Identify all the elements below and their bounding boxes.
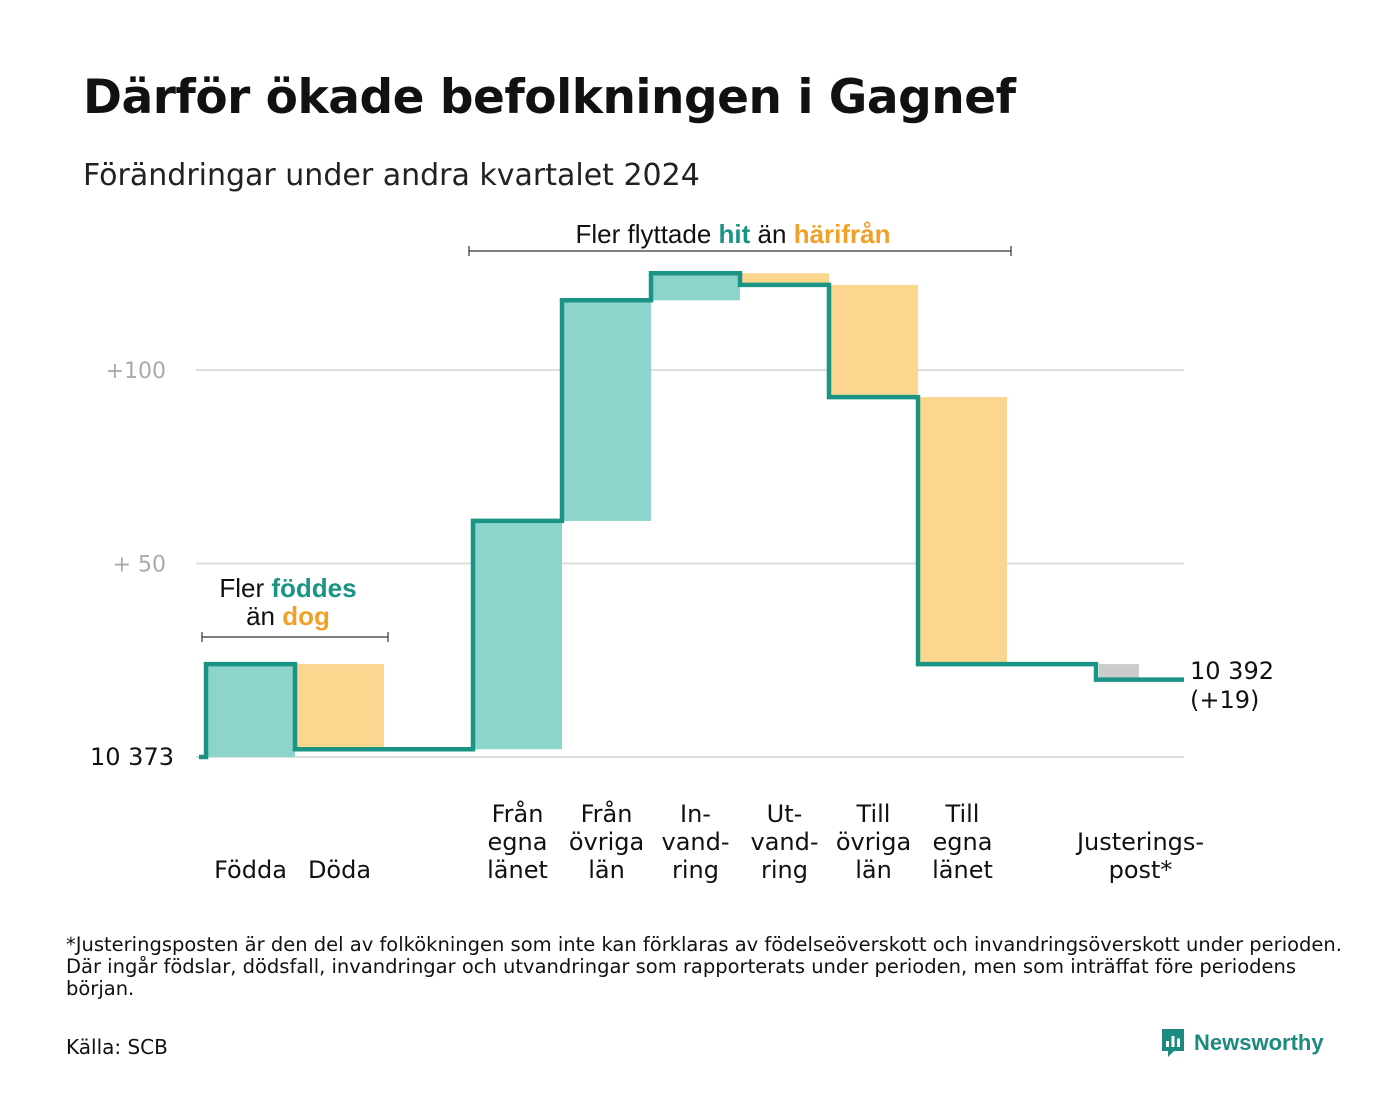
waterfall-bar xyxy=(473,520,562,750)
y-tick-label: +100 xyxy=(106,359,166,384)
moves-annotation-accent-2: härifrån xyxy=(794,219,891,249)
label-layer: Födda DödaFrånegnalänetFrånövrigalänIn-va… xyxy=(214,799,1204,884)
moves-annotation-plain-1: Fler flyttade xyxy=(575,219,718,249)
category-label: egna xyxy=(488,828,548,856)
moves-annotation-plain-2: än xyxy=(750,219,793,249)
category-label: ring xyxy=(761,856,808,884)
footnote: *Justeringsposten är den del av folkökni… xyxy=(66,933,1342,1000)
page-subtitle: Förändringar under andra kvartalet 2024 xyxy=(83,158,700,193)
waterfall-bar xyxy=(562,300,651,521)
category-label: län xyxy=(588,856,625,884)
final-change-label: (+19) xyxy=(1190,686,1259,714)
line-layer xyxy=(199,271,1184,760)
svg-text:Fler flyttade hit än härifrån: Fler flyttade hit än härifrån xyxy=(575,219,890,249)
category-label: Från xyxy=(581,799,633,828)
category-label: Ut- xyxy=(767,800,803,828)
waterfall-bar xyxy=(740,273,829,285)
births-annotation: Fler föddes än dog xyxy=(201,573,389,642)
category-label: Till xyxy=(856,800,891,828)
moves-annotation: Fler flyttade hit än härifrån xyxy=(468,219,1012,256)
category-label: ring xyxy=(672,856,719,884)
category-label: länet xyxy=(487,856,548,884)
waterfall-bar xyxy=(1099,664,1139,680)
category-label: Till xyxy=(945,800,980,828)
bar-layer xyxy=(206,273,1139,757)
moves-annotation-accent-1: hit xyxy=(719,219,751,249)
waterfall-bar xyxy=(918,397,1007,665)
category-label: In- xyxy=(680,800,711,828)
svg-text:Fler föddes: Fler föddes xyxy=(219,573,356,603)
births-annotation-plain: Fler xyxy=(219,573,271,603)
births-bracket xyxy=(201,632,389,642)
waterfall-bar xyxy=(651,273,740,301)
births-annotation-accent: föddes xyxy=(271,573,356,603)
category-label: länet xyxy=(932,856,993,884)
deaths-annotation-accent: dog xyxy=(282,601,330,631)
category-label: Döda xyxy=(308,856,371,884)
category-label: övriga xyxy=(569,828,644,856)
waterfall-bar xyxy=(295,664,384,750)
category-label: län xyxy=(855,856,892,884)
deaths-annotation-plain: än xyxy=(246,601,282,631)
category-label: vand- xyxy=(661,828,729,856)
category-label: övriga xyxy=(836,828,911,856)
source-label: Källa: SCB xyxy=(66,1035,168,1059)
category-label: Justerings- xyxy=(1075,828,1204,856)
waterfall-bar xyxy=(206,664,295,757)
category-label: egna xyxy=(933,828,993,856)
svg-text:än dog: än dog xyxy=(246,601,330,631)
category-label: Från xyxy=(492,799,544,828)
brand-name: Newsworthy xyxy=(1194,1030,1324,1055)
y-tick-label: + 50 xyxy=(113,553,166,578)
cumulative-step-line xyxy=(199,271,1184,760)
final-value-label: 10 392 xyxy=(1190,657,1274,685)
category-label: Födda xyxy=(214,856,287,884)
category-label: vand- xyxy=(750,828,818,856)
brand: Newsworthy xyxy=(1160,1027,1324,1059)
waterfall-bar xyxy=(829,284,918,398)
base-value-label: 10 373 xyxy=(90,743,174,771)
grid-layer: +100 + 50 10 373 xyxy=(90,359,1184,771)
moves-bracket xyxy=(468,246,1012,256)
page-title: Därför ökade befolkningen i Gagnef xyxy=(83,70,1016,125)
newsworthy-logo-icon xyxy=(1162,1029,1184,1057)
category-label: post* xyxy=(1109,856,1173,884)
